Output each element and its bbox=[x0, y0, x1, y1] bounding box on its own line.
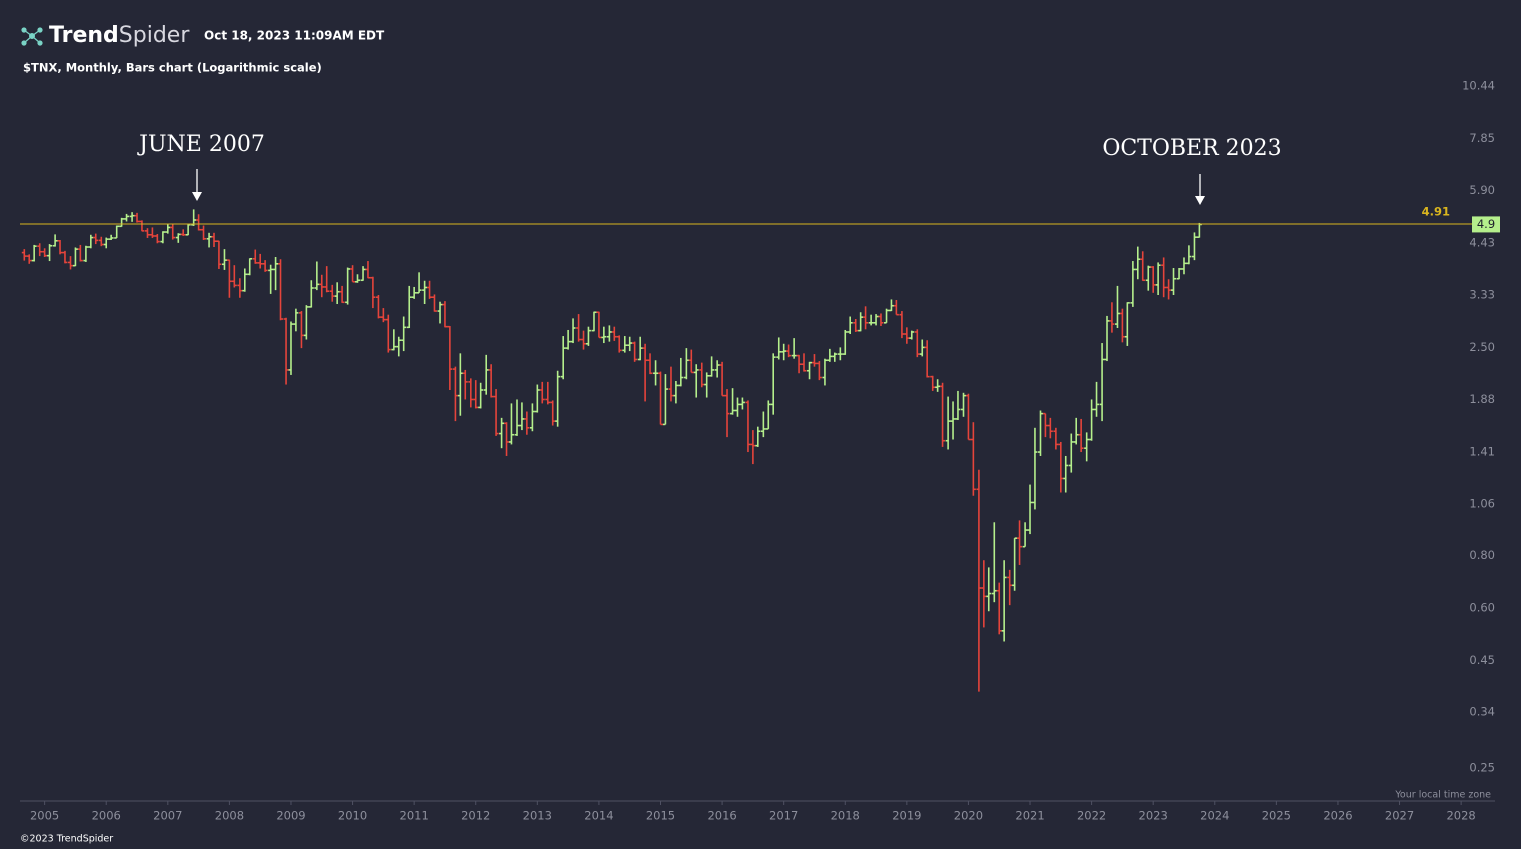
y-tick-label: 0.80 bbox=[1469, 548, 1495, 562]
annotation: JUNE 2007 bbox=[137, 132, 265, 157]
y-tick-label: 2.50 bbox=[1469, 340, 1495, 354]
x-tick-label: 2011 bbox=[400, 809, 429, 823]
timestamp: Oct 18, 2023 11:09AM EDT bbox=[204, 29, 385, 43]
x-tick-label: 2017 bbox=[769, 809, 798, 823]
x-tick-label: 2028 bbox=[1446, 809, 1475, 823]
subtitle: $TNX, Monthly, Bars chart (Logarithmic s… bbox=[23, 61, 322, 75]
x-tick-label: 2018 bbox=[831, 809, 860, 823]
y-tick-label: 1.41 bbox=[1469, 445, 1495, 459]
copyright: ©2023 TrendSpider bbox=[20, 834, 113, 845]
logo-icon bbox=[21, 27, 43, 46]
level-label: 4.91 bbox=[1422, 205, 1450, 219]
x-tick-label: 2007 bbox=[153, 809, 182, 823]
x-tick-label: 2019 bbox=[892, 809, 921, 823]
last-price-box bbox=[1472, 216, 1500, 233]
x-tick-label: 2014 bbox=[584, 809, 613, 823]
x-tick-label: 2023 bbox=[1139, 809, 1168, 823]
y-tick-label: 10.44 bbox=[1462, 79, 1495, 93]
last-price-label: 4.9 bbox=[1477, 217, 1495, 231]
x-tick-label: 2006 bbox=[92, 809, 121, 823]
x-tick-label: 2020 bbox=[954, 809, 983, 823]
x-tick-label: 2024 bbox=[1200, 809, 1229, 823]
timezone-note: Your local time zone bbox=[1394, 790, 1491, 801]
y-tick-label: 0.45 bbox=[1469, 653, 1495, 667]
y-tick-label: 7.85 bbox=[1469, 131, 1495, 145]
x-tick-label: 2005 bbox=[30, 809, 59, 823]
logo-light: Spider bbox=[119, 23, 191, 48]
y-tick-label: 4.43 bbox=[1469, 235, 1495, 249]
y-tick-label: 1.88 bbox=[1469, 392, 1495, 406]
logo-bold: Trend bbox=[49, 23, 119, 48]
x-tick-label: 2016 bbox=[707, 809, 736, 823]
x-tick-label: 2027 bbox=[1385, 809, 1414, 823]
y-tick-label: 5.90 bbox=[1469, 183, 1495, 197]
annotation-arrow bbox=[1195, 174, 1205, 205]
y-tick-label: 1.06 bbox=[1469, 497, 1495, 511]
x-tick-label: 2026 bbox=[1323, 809, 1352, 823]
y-tick-label: 0.60 bbox=[1469, 601, 1495, 615]
x-tick-label: 2013 bbox=[523, 809, 552, 823]
x-tick-label: 2009 bbox=[276, 809, 305, 823]
logo-text: TrendSpider bbox=[49, 23, 190, 48]
y-tick-label: 0.34 bbox=[1469, 704, 1495, 718]
annotation: OCTOBER 2023 bbox=[1102, 136, 1281, 161]
x-tick-label: 2025 bbox=[1262, 809, 1291, 823]
annotation-arrow bbox=[192, 169, 202, 201]
x-tick-label: 2010 bbox=[338, 809, 367, 823]
x-tick-label: 2022 bbox=[1077, 809, 1106, 823]
y-tick-label: 0.25 bbox=[1469, 761, 1495, 775]
y-tick-label: 3.33 bbox=[1469, 288, 1495, 302]
x-tick-label: 2021 bbox=[1015, 809, 1044, 823]
x-tick-label: 2015 bbox=[646, 809, 675, 823]
x-tick-label: 2012 bbox=[461, 809, 490, 823]
x-tick-label: 2008 bbox=[215, 809, 244, 823]
